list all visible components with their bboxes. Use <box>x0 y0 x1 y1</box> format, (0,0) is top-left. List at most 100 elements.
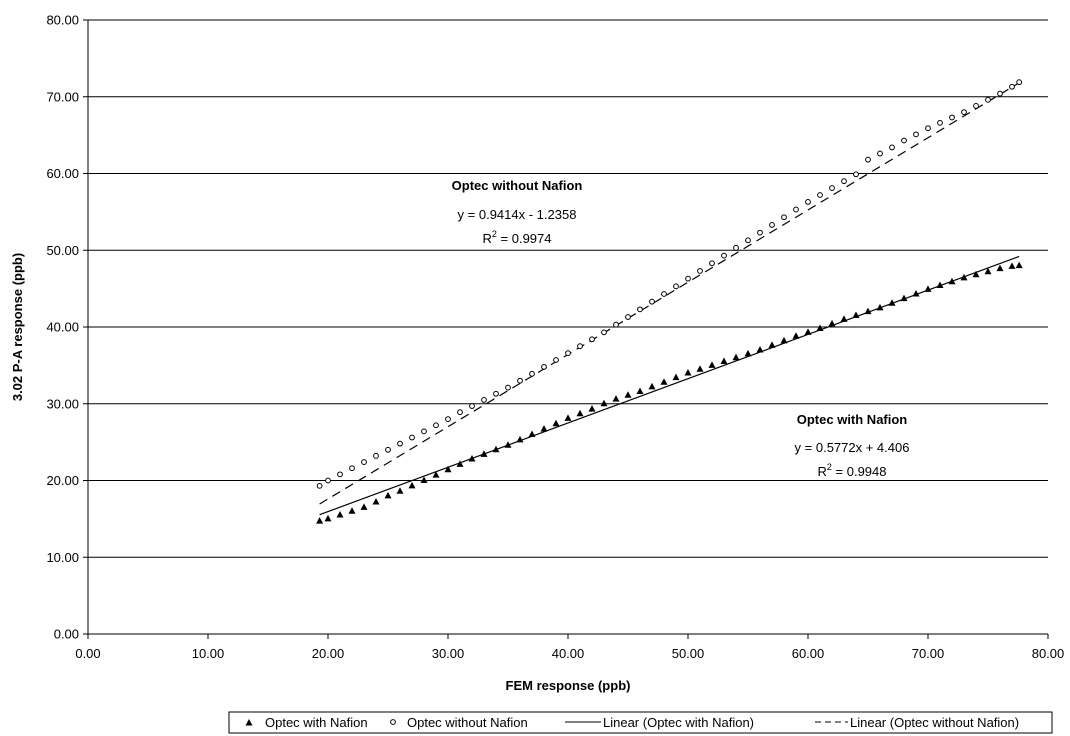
data-point-with-nafion <box>708 361 716 368</box>
ticks: 0.0010.0020.0030.0040.0050.0060.0070.008… <box>46 13 1064 662</box>
annotation-title: Optec without Nafion <box>452 178 583 193</box>
data-point-without-nafion <box>397 440 403 447</box>
data-point-with-nafion <box>324 514 332 522</box>
data-point-with-nafion <box>612 395 620 402</box>
data-point-without-nafion <box>421 428 427 435</box>
data-point-without-nafion <box>793 206 799 213</box>
data-point-with-nafion <box>696 365 704 372</box>
data-point-without-nafion <box>1009 83 1015 90</box>
data-point-with-nafion <box>768 341 776 348</box>
x-tick-label: 30.00 <box>432 646 465 661</box>
data-point-without-nafion <box>709 260 715 267</box>
r2-superscript: 2 <box>827 462 832 472</box>
data-point-with-nafion <box>732 353 740 361</box>
data-point-with-nafion <box>648 382 656 390</box>
data-point-with-nafion <box>348 507 356 514</box>
data-point-with-nafion <box>912 289 920 297</box>
data-point-without-nafion <box>673 283 679 290</box>
data-point-without-nafion <box>925 125 931 132</box>
data-point-without-nafion <box>589 336 595 343</box>
legend-label-linear-without-nafion: Linear (Optec without Nafion) <box>850 715 1019 730</box>
data-point-with-nafion <box>1008 262 1016 269</box>
r2-superscript: 2 <box>492 229 497 239</box>
data-point-without-nafion <box>493 390 499 397</box>
data-point-without-nafion <box>901 137 907 144</box>
data-point-with-nafion <box>384 491 392 499</box>
data-point-without-nafion <box>517 377 523 384</box>
data-point-without-nafion <box>841 178 847 185</box>
annotation-title: Optec with Nafion <box>797 412 908 427</box>
y-tick-label: 70.00 <box>46 89 79 104</box>
data-point-without-nafion <box>409 434 415 441</box>
annotation-with-nafion: Optec with Nafion y = 0.5772x + 4.406 R2… <box>795 412 910 479</box>
data-point-with-nafion <box>564 414 572 421</box>
data-point-with-nafion <box>600 399 608 407</box>
data-point-without-nafion <box>757 229 763 236</box>
data-point-without-nafion <box>601 329 607 336</box>
data-point-with-nafion <box>684 369 692 376</box>
x-axis-title: FEM response (ppb) <box>506 678 631 693</box>
data-point-without-nafion <box>961 109 967 115</box>
y-axis-title: 3.02 P-A response (ppb) <box>10 253 25 401</box>
data-point-without-nafion <box>1016 79 1023 86</box>
data-point-with-nafion <box>816 324 824 332</box>
annotation-r2: R2 = 0.9948 <box>818 462 887 479</box>
data-point-with-nafion <box>876 303 884 311</box>
data-point-with-nafion <box>468 455 476 462</box>
data-point-with-nafion <box>660 378 668 385</box>
r2-label: R <box>483 231 492 246</box>
data-point-without-nafion <box>937 119 943 126</box>
data-point-without-nafion <box>445 416 451 423</box>
y-tick-label: 80.00 <box>46 13 79 28</box>
annotation-without-nafion: Optec without Nafion y = 0.9414x - 1.235… <box>452 178 583 246</box>
data-point-without-nafion <box>553 357 559 363</box>
data-point-without-nafion <box>505 384 511 391</box>
y-tick-label: 30.00 <box>46 396 79 411</box>
data-point-with-nafion <box>360 503 368 510</box>
data-point-without-nafion <box>733 245 739 251</box>
data-point-without-nafion <box>829 185 835 191</box>
data-point-without-nafion <box>949 114 955 121</box>
data-point-with-nafion <box>924 285 932 292</box>
annotation-equation: y = 0.9414x - 1.2358 <box>458 207 577 222</box>
data-point-without-nafion <box>769 222 775 228</box>
data-point-without-nafion <box>325 477 331 484</box>
data-point-with-nafion <box>840 315 848 322</box>
data-point-with-nafion <box>576 409 584 417</box>
y-tick-label: 10.00 <box>46 550 79 565</box>
legend-label-with-nafion: Optec with Nafion <box>265 715 368 730</box>
legend-box <box>228 711 1053 734</box>
data-point-without-nafion <box>661 291 667 297</box>
data-point-with-nafion <box>672 373 680 381</box>
data-point-with-nafion <box>528 430 536 437</box>
x-tick-label: 50.00 <box>672 646 705 661</box>
data-point-without-nafion <box>973 103 979 109</box>
data-point-without-nafion <box>625 314 631 320</box>
data-point-without-nafion <box>913 131 919 138</box>
x-tick-label: 10.00 <box>192 646 225 661</box>
legend-circle-symbol <box>390 719 396 725</box>
data-point-without-nafion <box>817 192 823 198</box>
data-point-with-nafion <box>624 391 632 398</box>
data-point-without-nafion <box>997 90 1003 97</box>
data-point-without-nafion <box>373 453 379 459</box>
gridlines <box>88 19 1048 558</box>
x-tick-label: 20.00 <box>312 646 345 661</box>
annotation-equation: y = 0.5772x + 4.406 <box>795 440 910 455</box>
data-point-with-nafion <box>864 307 872 315</box>
data-point-without-nafion <box>721 252 727 259</box>
legend-label-linear-with-nafion: Linear (Optec with Nafion) <box>603 715 754 730</box>
data-point-with-nafion <box>780 336 788 344</box>
y-tick-label: 40.00 <box>46 320 79 335</box>
data-point-with-nafion <box>744 349 752 357</box>
data-point-without-nafion <box>877 150 883 157</box>
data-point-with-nafion <box>936 281 944 289</box>
data-point-with-nafion <box>948 277 956 285</box>
y-tick-label: 60.00 <box>46 166 79 181</box>
data-point-with-nafion <box>900 294 908 302</box>
data-point-without-nafion <box>745 237 751 244</box>
y-tick-label: 20.00 <box>46 473 79 488</box>
data-point-without-nafion <box>361 459 367 465</box>
